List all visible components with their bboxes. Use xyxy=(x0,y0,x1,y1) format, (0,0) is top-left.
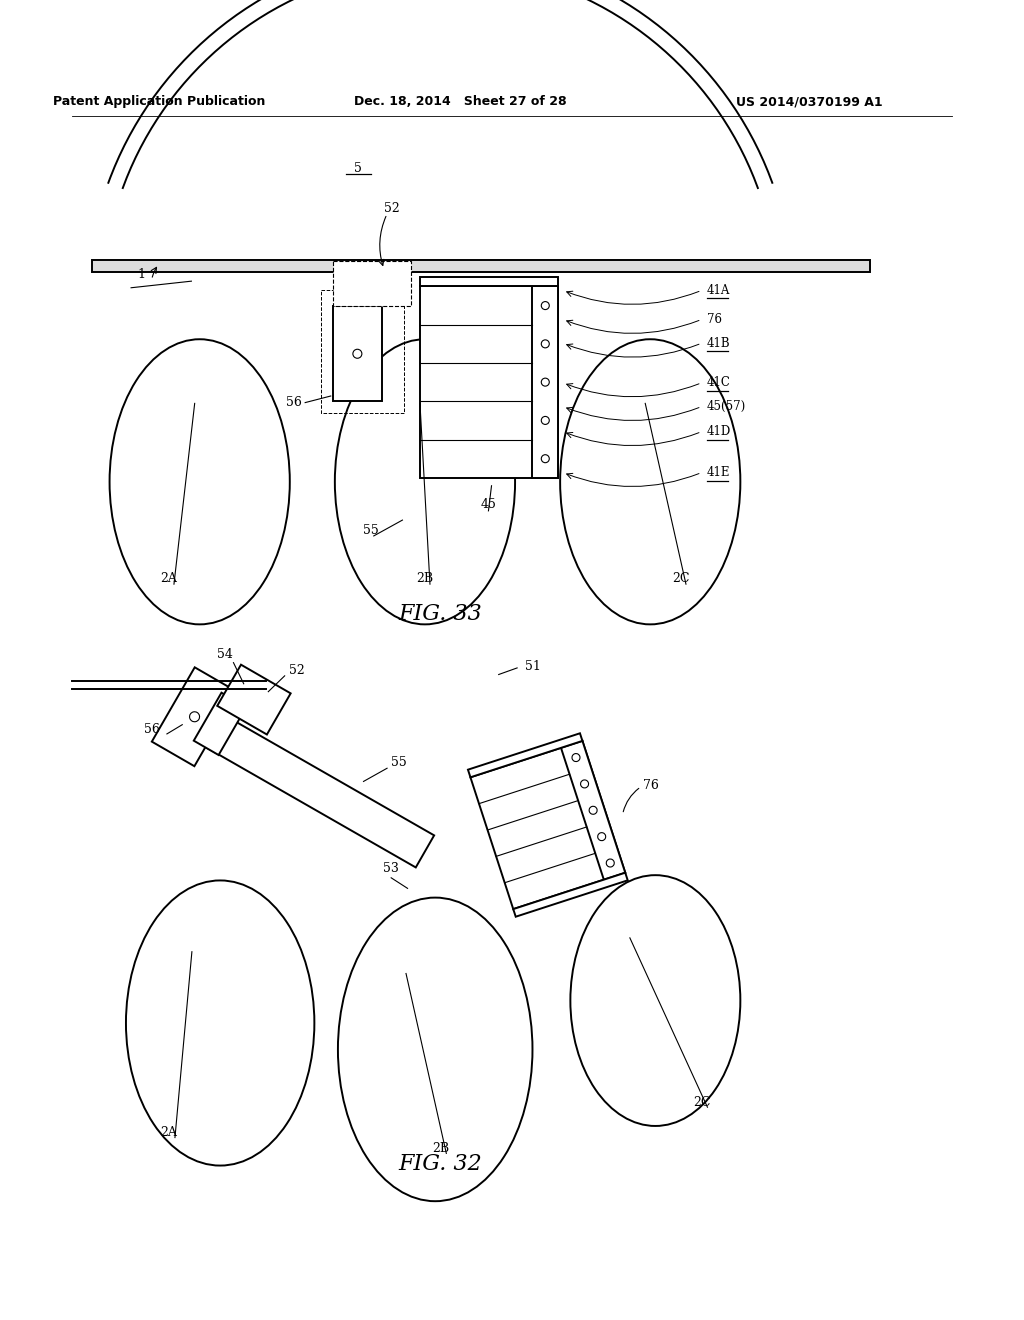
Bar xyxy=(152,668,238,766)
Text: FIG. 32: FIG. 32 xyxy=(398,1154,482,1175)
Bar xyxy=(420,286,558,478)
Bar xyxy=(333,261,411,306)
Text: 2A: 2A xyxy=(161,1126,177,1139)
Text: 2B: 2B xyxy=(432,1142,449,1155)
Bar xyxy=(561,741,626,879)
Text: 52: 52 xyxy=(289,664,305,677)
Text: 52: 52 xyxy=(384,202,400,215)
Text: 45(57): 45(57) xyxy=(707,400,745,413)
Text: 41A: 41A xyxy=(707,284,730,297)
Bar xyxy=(194,693,247,755)
Bar xyxy=(321,290,404,413)
Text: 41B: 41B xyxy=(707,337,730,350)
Bar xyxy=(217,665,291,734)
Text: Dec. 18, 2014   Sheet 27 of 28: Dec. 18, 2014 Sheet 27 of 28 xyxy=(354,95,567,108)
Text: Patent Application Publication: Patent Application Publication xyxy=(52,95,265,108)
Text: 55: 55 xyxy=(391,756,408,770)
Text: 5: 5 xyxy=(354,162,362,176)
Text: 55: 55 xyxy=(362,524,379,537)
Bar xyxy=(468,734,583,777)
Bar xyxy=(420,277,558,286)
Text: FIG. 33: FIG. 33 xyxy=(398,603,482,624)
Bar xyxy=(333,306,382,401)
Text: 41D: 41D xyxy=(707,425,731,438)
Text: 2B: 2B xyxy=(417,572,433,585)
Text: 53: 53 xyxy=(383,862,399,875)
Text: 41C: 41C xyxy=(707,376,730,389)
Text: 76: 76 xyxy=(643,779,659,792)
Bar xyxy=(92,260,870,272)
Text: 2C: 2C xyxy=(692,1096,711,1109)
Text: 56: 56 xyxy=(286,396,302,409)
Bar xyxy=(185,704,434,867)
Text: 1: 1 xyxy=(137,268,145,281)
Text: 51: 51 xyxy=(524,660,541,673)
Text: 56: 56 xyxy=(143,723,160,737)
Bar xyxy=(470,741,626,909)
Text: 2C: 2C xyxy=(672,572,690,585)
Text: 54: 54 xyxy=(217,648,233,661)
Text: 76: 76 xyxy=(707,313,722,326)
Text: US 2014/0370199 A1: US 2014/0370199 A1 xyxy=(735,95,883,108)
Text: 2A: 2A xyxy=(161,572,177,585)
Bar xyxy=(532,286,558,478)
Text: 45: 45 xyxy=(480,498,497,511)
Bar xyxy=(513,873,628,916)
Text: 41E: 41E xyxy=(707,466,730,479)
